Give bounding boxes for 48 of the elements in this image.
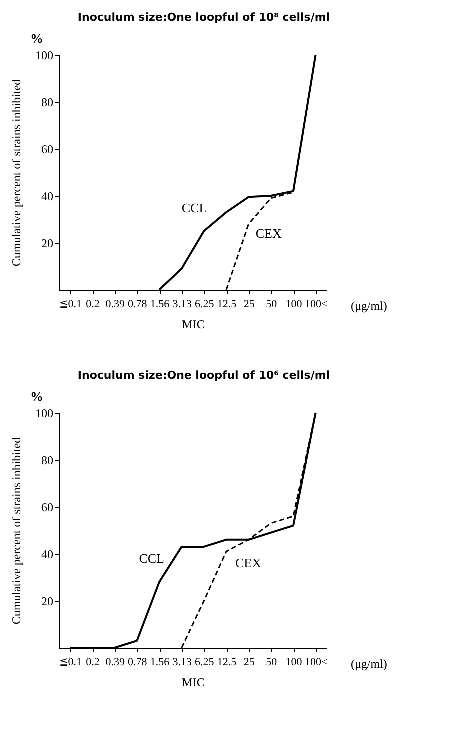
x-tick-label: 3.13 bbox=[172, 656, 192, 668]
text: % bbox=[30, 389, 44, 404]
y-axis-title: Cumulative percent of strains inhibited bbox=[10, 437, 24, 625]
x-tick-label: 1.56 bbox=[150, 298, 170, 310]
x-tick-label: ≦0.1 bbox=[59, 656, 82, 668]
x-tick-label: 100< bbox=[304, 298, 328, 310]
x-tick-label: 0.2 bbox=[86, 656, 100, 668]
y-axis-title: Cumulative percent of strains inhibited bbox=[10, 79, 24, 267]
y-tick-label: 20 bbox=[42, 594, 54, 608]
y-tick-label: 100 bbox=[36, 406, 54, 420]
x-tick-label: 1.56 bbox=[150, 656, 170, 668]
x-tick-label: 50 bbox=[266, 656, 278, 668]
x-tick-label: 100 bbox=[286, 298, 303, 310]
x-axis-title: MIC bbox=[182, 318, 205, 332]
y-tick-label: 60 bbox=[42, 142, 54, 156]
x-tick-label: 0.78 bbox=[128, 298, 148, 310]
x-tick-label: ≦0.1 bbox=[59, 298, 82, 310]
y-tick-label: 80 bbox=[42, 454, 54, 468]
x-tick-label: 50 bbox=[266, 298, 278, 310]
x-tick-label: 0.78 bbox=[128, 656, 148, 668]
x-tick-label: 0.2 bbox=[86, 298, 100, 310]
chart-title: Inoculum size:One loopful of 10⁶ cells/ml bbox=[78, 369, 330, 382]
chart-title: Inoculum size:One loopful of 10⁸ cells/ml bbox=[78, 11, 330, 24]
x-tick-label: 25 bbox=[244, 298, 256, 310]
series-label: CCL bbox=[139, 550, 165, 566]
text: % bbox=[30, 31, 44, 46]
x-tick-label: 0.39 bbox=[106, 656, 126, 668]
y-tick-label: 60 bbox=[42, 500, 54, 514]
text: (μg/ml) bbox=[351, 299, 388, 313]
x-tick-label: 0.39 bbox=[106, 298, 126, 310]
series-label: CEX bbox=[236, 556, 262, 571]
y-tick-label: 40 bbox=[42, 190, 54, 204]
x-tick-label: 25 bbox=[244, 656, 256, 668]
series-label: CCL bbox=[182, 200, 208, 216]
x-tick-label: 12.5 bbox=[217, 298, 238, 310]
y-tick-label: 40 bbox=[42, 548, 54, 562]
x-tick-label: 3.13 bbox=[172, 298, 192, 310]
x-axis-title: MIC bbox=[182, 676, 205, 690]
x-tick-label: 100 bbox=[286, 656, 303, 668]
x-tick-label: 100< bbox=[304, 656, 328, 668]
y-tick-label: 20 bbox=[42, 236, 54, 250]
y-tick-label: 100 bbox=[36, 48, 54, 62]
x-tick-label: 6.25 bbox=[195, 656, 215, 668]
x-tick-label: 6.25 bbox=[195, 298, 215, 310]
text: (μg/ml) bbox=[351, 657, 388, 671]
y-tick-label: 80 bbox=[42, 96, 54, 110]
series-label: CEX bbox=[256, 226, 282, 242]
x-tick-label: 12.5 bbox=[217, 656, 238, 668]
